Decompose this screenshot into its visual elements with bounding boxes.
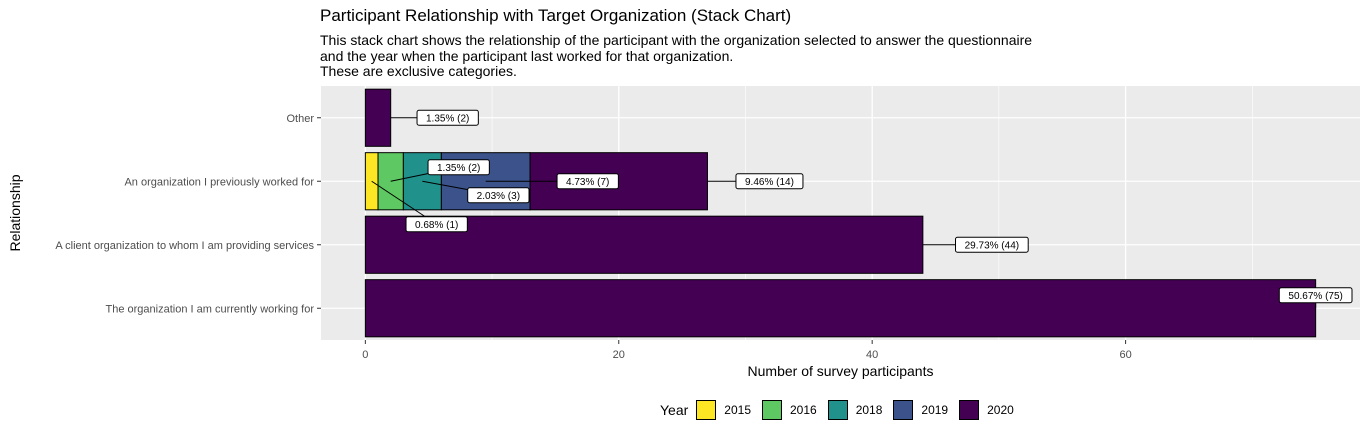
data-label: 4.73% (7) (566, 177, 609, 188)
legend-item-2018: 2018 (827, 400, 883, 420)
x-tick-label: 0 (362, 349, 368, 361)
data-label-layer: 1.35% (2) 0.68% (1) 1.35% (2) 2.03% (3) 4.73… (371, 109, 1353, 309)
data-label-box (405, 216, 468, 233)
data-label: 1.35% (2) (437, 163, 480, 174)
y-axis-title: Relationship (7, 174, 23, 251)
legend-item-2019: 2019 (893, 400, 948, 420)
legend-title: Year (660, 402, 689, 418)
data-label-box (467, 187, 530, 204)
subtitle-line-1: This stack chart shows the relationship … (320, 32, 1033, 48)
data-label-box (416, 109, 479, 126)
y-tick-label: A client organization to whom I am provi… (55, 240, 314, 252)
chart-title: Participant Relationship with Target Org… (320, 6, 792, 25)
subtitle-line-2: and the year when the participant last w… (320, 47, 734, 64)
legend-items: 2015 2016 2018 2019 2020 (696, 400, 1025, 420)
legend-key-swatch (893, 400, 914, 420)
y-tick-label: Other (286, 113, 314, 125)
bar-segment-2020 (364, 88, 392, 147)
data-label: 29.73% (44) (965, 240, 1019, 251)
x-tick-label: 20 (613, 349, 625, 361)
data-label: 0.68% (1) (415, 220, 458, 231)
y-tick-label: The organization I am currently working … (106, 303, 315, 315)
data-label-box (955, 236, 1029, 253)
legend-key-swatch (696, 400, 717, 420)
legend-item-2020: 2020 (959, 400, 1014, 420)
data-label-box (735, 173, 804, 190)
legend-key-swatch (827, 400, 848, 420)
legend-label: 2018 (855, 403, 883, 417)
data-label-box (556, 173, 619, 190)
data-label: 9.46% (14) (745, 177, 794, 188)
subtitle-line-3: These are exclusive categories. (320, 63, 517, 79)
bar-segment-2020 (364, 279, 1317, 338)
legend-label: 2016 (790, 403, 817, 417)
chart-subtitle: This stack chart shows the relationship … (320, 32, 1033, 80)
legend: Year 2015 2016 2018 2019 2020 (660, 400, 1025, 420)
x-tick-label: 60 (1119, 349, 1131, 361)
legend-item-2016: 2016 (762, 400, 817, 420)
x-tick-label: 40 (866, 349, 878, 361)
legend-key-swatch (959, 400, 980, 420)
x-axis-title: Number of survey participants (748, 363, 934, 379)
y-tick-label: An organization I previously worked for (124, 176, 314, 188)
data-label-box (427, 159, 490, 176)
legend-key-swatch (762, 400, 782, 420)
legend-label: 2019 (921, 403, 949, 417)
legend-label: 2020 (987, 403, 1014, 417)
data-label: 2.03% (3) (477, 191, 520, 202)
data-label: 1.35% (2) (426, 113, 469, 124)
legend-item-2015: 2015 (696, 400, 751, 420)
data-label-box (1278, 287, 1353, 304)
legend-label: 2015 (724, 403, 751, 417)
data-label: 50.67% (75) (1288, 291, 1342, 302)
